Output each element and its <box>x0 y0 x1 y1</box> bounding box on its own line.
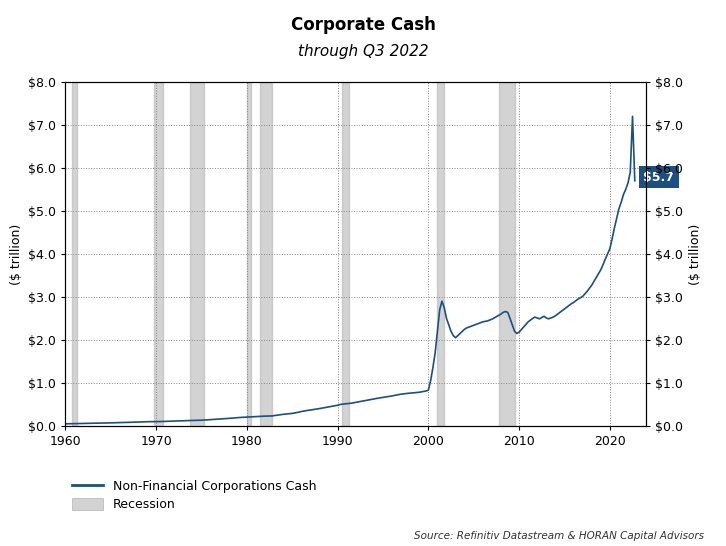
Bar <box>342 82 349 426</box>
Text: Corporate Cash: Corporate Cash <box>290 16 436 34</box>
Bar <box>247 82 251 426</box>
Text: Source: Refinitiv Datastream & HORAN Capital Advisors: Source: Refinitiv Datastream & HORAN Cap… <box>415 531 704 541</box>
Bar <box>72 82 77 426</box>
Y-axis label: ($ trillion): ($ trillion) <box>9 223 23 284</box>
Bar <box>499 82 515 426</box>
Text: $5.7: $5.7 <box>643 171 674 184</box>
Bar <box>437 82 444 426</box>
Legend: Non-Financial Corporations Cash, Recession: Non-Financial Corporations Cash, Recessi… <box>72 480 317 511</box>
Y-axis label: ($ trillion): ($ trillion) <box>689 223 702 284</box>
Bar <box>261 82 272 426</box>
Bar <box>190 82 204 426</box>
Bar <box>154 82 163 426</box>
Text: through Q3 2022: through Q3 2022 <box>298 44 428 58</box>
